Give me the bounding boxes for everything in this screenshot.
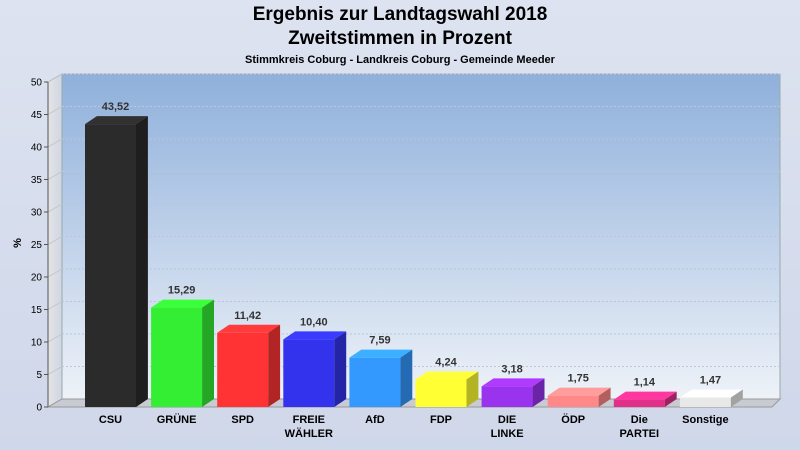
data-label: 1,75 xyxy=(567,373,588,385)
data-label: 3,18 xyxy=(501,363,522,375)
gridline-side xyxy=(47,236,63,245)
data-label: 1,47 xyxy=(700,374,721,386)
category-label: CSU xyxy=(99,414,122,426)
y-tick-label: 5 xyxy=(36,370,42,381)
gridline-side xyxy=(47,366,63,375)
bar-top xyxy=(349,349,413,358)
bar-side xyxy=(664,391,677,407)
y-tick-label: 40 xyxy=(31,143,43,154)
gridline-side xyxy=(47,333,63,343)
bar-top xyxy=(679,389,743,398)
data-label: 1,14 xyxy=(634,377,656,389)
category-label: Die xyxy=(631,414,648,426)
gridline-side xyxy=(47,73,63,83)
gridline-side xyxy=(47,268,63,278)
category-label: WÄHLER xyxy=(285,427,333,440)
gridline-side xyxy=(47,138,63,148)
gridline-side xyxy=(47,171,63,180)
y-tick-label: 35 xyxy=(31,175,43,186)
category-label: LINKE xyxy=(491,428,524,440)
bar-side xyxy=(202,299,214,407)
bar-side xyxy=(136,116,148,408)
bar-front xyxy=(283,339,335,407)
data-label: 10,40 xyxy=(300,316,328,328)
category-label: DIE xyxy=(498,414,516,426)
bar-top xyxy=(217,324,281,333)
bar-side xyxy=(730,389,743,407)
bar-front xyxy=(613,399,665,407)
bar-top xyxy=(151,299,214,308)
bar-front xyxy=(415,379,467,407)
bar-top xyxy=(283,331,347,340)
y-tick-label: 25 xyxy=(31,240,43,251)
bar-top xyxy=(85,116,148,125)
bar-top xyxy=(415,371,479,380)
category-label: AfD xyxy=(365,414,385,426)
bar-front xyxy=(85,124,136,408)
y-tick-label: 20 xyxy=(31,273,43,284)
bar-side xyxy=(466,371,479,407)
category-label: SPD xyxy=(231,414,254,426)
bar-front xyxy=(547,395,599,407)
category-label: ÖDP xyxy=(561,413,585,426)
category-label: PARTEI xyxy=(620,428,660,440)
bar-front xyxy=(481,386,533,407)
bar-side xyxy=(334,331,347,407)
bar-top xyxy=(481,378,545,387)
bar-front xyxy=(151,307,203,407)
data-label: 11,42 xyxy=(234,310,261,322)
bar-front xyxy=(217,332,269,407)
bar-side xyxy=(598,387,611,407)
bar-front xyxy=(679,397,731,407)
y-tick-label: 45 xyxy=(31,110,43,121)
chart-subtitle: Zweitstimmen in Prozent xyxy=(288,28,512,49)
data-label: 7,59 xyxy=(369,335,390,347)
gridline-side xyxy=(47,106,63,115)
bar-side xyxy=(268,324,281,407)
chart-title: Ergebnis zur Landtagswahl 2018 xyxy=(252,4,548,25)
bar-side xyxy=(400,349,413,407)
bar-top xyxy=(547,387,611,396)
y-tick-label: 30 xyxy=(31,208,43,219)
gridline-side xyxy=(47,203,63,213)
bar-side xyxy=(532,378,545,407)
y-tick-label: 15 xyxy=(31,305,43,316)
category-label: Sonstige xyxy=(682,414,728,426)
data-label: 43,52 xyxy=(102,101,130,113)
data-label: 4,24 xyxy=(435,356,457,368)
y-tick-label: 10 xyxy=(31,338,43,349)
category-label: FDP xyxy=(430,414,452,426)
category-label: GRÜNE xyxy=(157,413,197,426)
y-tick-label: 50 xyxy=(31,78,43,89)
chart-caption: Stimmkreis Coburg - Landkreis Coburg - G… xyxy=(245,54,555,66)
y-axis-label: % xyxy=(12,238,24,248)
y-tick-label: 0 xyxy=(36,403,42,414)
category-label: FREIE xyxy=(293,414,325,426)
data-label: 15,29 xyxy=(168,285,196,297)
bar-top xyxy=(613,391,677,400)
gridline-side xyxy=(47,301,63,310)
bar-front xyxy=(349,357,401,407)
